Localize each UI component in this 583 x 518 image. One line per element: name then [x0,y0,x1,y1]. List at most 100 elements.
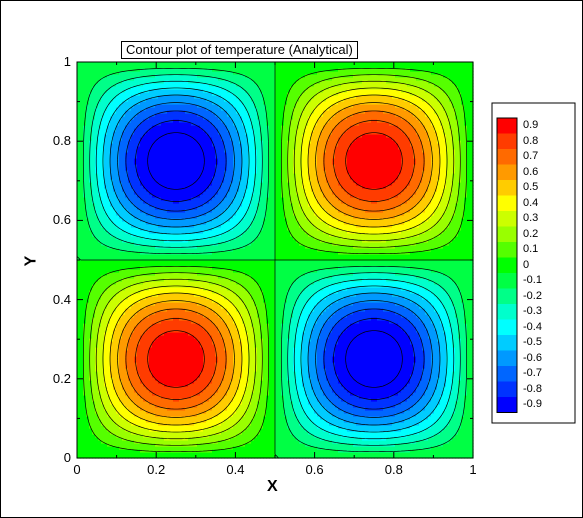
field-cell [89,293,93,297]
field-cell [83,164,87,168]
field-cell [89,224,93,228]
field-cell [98,290,102,294]
field-cell [83,440,87,444]
field-cell [101,245,105,249]
field-cell [98,230,102,234]
field-cell [98,113,102,117]
field-cell [95,89,99,93]
field-cell [77,425,81,429]
field-cell [86,164,90,168]
field-cell [101,389,105,393]
field-cell [86,335,90,339]
field-cell [77,260,81,264]
field-cell [101,65,105,69]
field-cell [98,287,102,291]
field-cell [80,179,84,183]
field-cell [86,446,90,450]
field-cell [86,182,90,186]
field-cell [77,80,81,84]
field-cell [101,236,105,240]
field-cell [77,158,81,162]
field-cell [83,134,87,138]
field-cell [104,392,108,396]
field-cell [80,242,84,246]
field-cell [83,239,87,243]
field-cell [95,131,99,135]
field-cell [77,176,81,180]
field-cell [80,194,84,198]
field-cell [95,254,99,258]
field-cell [86,443,90,447]
field-cell [83,281,87,285]
field-cell [101,395,105,399]
field-cell [104,239,108,243]
field-cell [77,320,81,324]
field-cell [83,407,87,411]
field-cell [89,77,93,81]
field-cell [98,122,102,126]
field-cell [92,245,96,249]
field-cell [98,368,102,372]
field-cell [77,203,81,207]
field-cell [77,101,81,105]
field-cell [86,362,90,366]
field-cell [101,239,105,243]
field-cell [77,440,81,444]
field-cell [104,344,108,348]
field-cell [92,305,96,309]
field-cell [98,149,102,153]
field-cell [89,128,93,132]
field-cell [104,260,108,264]
field-cell [104,326,108,330]
field-cell [95,101,99,105]
field-cell [83,323,87,327]
field-cell [95,398,99,402]
field-cell [83,236,87,240]
field-cell [98,284,102,288]
field-cell [101,248,105,252]
field-cell [98,452,102,456]
field-cell [89,200,93,204]
field-cell [83,392,87,396]
field-cell [104,455,108,459]
field-cell [95,71,99,75]
field-cell [92,221,96,225]
field-cell [86,68,90,72]
field-cell [101,146,105,150]
field-cell [83,149,87,153]
field-cell [104,335,108,339]
field-cell [92,86,96,90]
field-cell [104,182,108,186]
field-cell [98,275,102,279]
field-cell [83,344,87,348]
field-cell [86,311,90,315]
field-cell [95,179,99,183]
field-cell [104,410,108,414]
field-cell [92,413,96,417]
field-cell [98,455,102,459]
field-cell [80,305,84,309]
field-cell [80,359,84,363]
field-cell [77,116,81,120]
field-cell [98,443,102,447]
field-cell [92,146,96,150]
field-cell [86,374,90,378]
field-cell [86,326,90,330]
field-cell [86,293,90,297]
field-cell [77,284,81,288]
field-cell [89,215,93,219]
field-cell [95,401,99,405]
field-cell [101,221,105,225]
field-cell [98,215,102,219]
field-cell [83,242,87,246]
field-cell [80,260,84,264]
field-cell [80,230,84,234]
field-cell [92,350,96,354]
field-cell [86,149,90,153]
field-cell [80,236,84,240]
field-cell [86,281,90,285]
field-cell [101,326,105,330]
field-cell [89,359,93,363]
field-cell [80,107,84,111]
